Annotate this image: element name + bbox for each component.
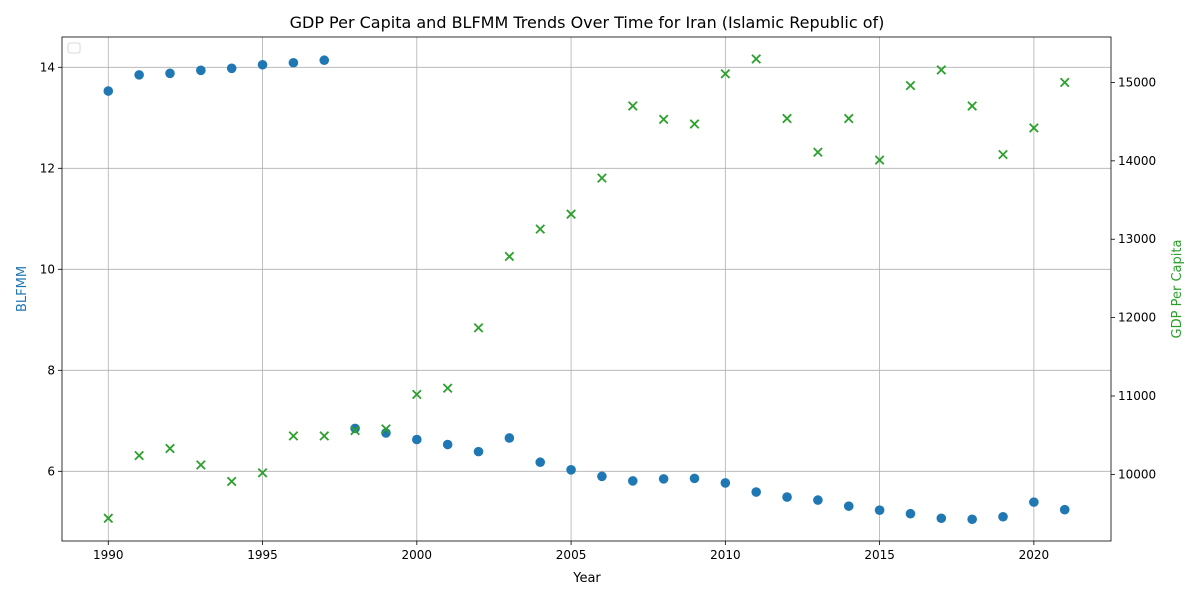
gdp-point (226, 476, 237, 487)
blfmm-point (1059, 504, 1070, 515)
blfmm-point (257, 59, 268, 70)
gdp-point (967, 101, 977, 111)
x-axis-title: Year (572, 571, 601, 586)
blfmm-point (751, 487, 761, 497)
legend-box (67, 42, 81, 54)
blfmm-point (134, 70, 144, 80)
gdp-point (319, 431, 330, 441)
blfmm-point (535, 457, 546, 468)
blfmm-point (720, 478, 731, 488)
x-tick-label: 2000 (402, 548, 433, 562)
gdp-point (134, 450, 144, 461)
y-right-tick-label: 15000 (1118, 75, 1156, 89)
gdp-point (381, 424, 391, 434)
blfmm-point (412, 434, 422, 445)
y-axis-right-title: GDP Per Capita (1170, 240, 1185, 339)
gdp-point (689, 119, 700, 129)
blfmm-point (1029, 497, 1039, 507)
blfmm-point (226, 63, 237, 74)
blfmm-point (103, 86, 114, 96)
blfmm-point (165, 68, 175, 79)
gdp-point (998, 149, 1008, 160)
y-right-tick-label: 11000 (1118, 389, 1156, 403)
blfmm-point (473, 446, 484, 457)
plot-frame (61, 36, 1112, 542)
gdp-point (843, 113, 854, 124)
blfmm-point (843, 501, 854, 511)
blfmm-point (597, 471, 607, 482)
blfmm-point (627, 476, 638, 486)
gdp-point (627, 101, 638, 111)
y-left-tick-label: 8 (47, 363, 55, 377)
x-tick-label: 1995 (247, 548, 278, 562)
gdp-point (535, 224, 546, 234)
blfmm-point (813, 495, 823, 505)
y-right-tick-label: 12000 (1118, 311, 1156, 325)
gdp-point (442, 383, 453, 393)
gdp-point (103, 513, 114, 524)
x-tick-label: 1990 (93, 548, 124, 562)
gdp-point (165, 443, 175, 454)
gdp-point (473, 322, 484, 333)
gdp-point (905, 80, 916, 91)
x-tick-label: 2015 (864, 548, 895, 562)
blfmm-point (998, 511, 1008, 522)
blfmm-point (782, 492, 792, 502)
gdp-point (782, 113, 792, 124)
marks-layer (103, 54, 1070, 525)
blfmm-point (658, 474, 669, 484)
gdp-point (1059, 77, 1070, 88)
y-axis-left-title: BLFMM (15, 266, 30, 312)
blfmm-point (689, 473, 700, 484)
x-tick-label: 2020 (1019, 548, 1050, 562)
y-right-tick-label: 14000 (1118, 154, 1156, 168)
gdp-point (257, 467, 268, 478)
blfmm-point (874, 505, 885, 515)
x-tick-label: 2010 (710, 548, 741, 562)
blfmm-point (566, 464, 576, 475)
gdp-point (566, 209, 576, 219)
gdp-point (288, 431, 299, 441)
gdp-point (936, 65, 947, 75)
gdp-point (597, 173, 607, 183)
blfmm-point (288, 57, 299, 68)
chart-title: GDP Per Capita and BLFMM Trends Over Tim… (290, 13, 885, 32)
y-left-tick-label: 14 (40, 60, 55, 74)
gdp-point (1029, 123, 1039, 133)
gdp-point (350, 425, 360, 436)
y-right-tick-label: 13000 (1118, 232, 1156, 246)
gdp-point (751, 54, 762, 64)
blfmm-point (967, 514, 977, 525)
y-right-tick-label: 10000 (1118, 467, 1156, 481)
blfmm-point (350, 423, 360, 434)
gdp-point (874, 155, 885, 165)
gdp-point (196, 460, 206, 470)
y-left-tick-label: 12 (40, 161, 55, 175)
x-tick-label: 2005 (556, 548, 587, 562)
blfmm-point (936, 513, 947, 524)
y-left-tick-label: 10 (40, 262, 55, 276)
gdp-point (813, 147, 823, 158)
blfmm-point (442, 439, 453, 450)
gdp-point (720, 69, 731, 79)
grid-layer (62, 37, 1111, 541)
y-left-tick-label: 6 (47, 464, 55, 478)
blfmm-point (196, 65, 206, 76)
ticks-layer: 1990 1995 2000 2005 2010 2015 2020 6 8 10 12 14 1000… (40, 60, 1156, 562)
gdp-point (658, 114, 669, 125)
blfmm-point (504, 433, 515, 443)
gdp-point (411, 389, 422, 400)
blfmm-point (905, 508, 916, 519)
gdp-point (504, 251, 515, 262)
blfmm-point (319, 55, 330, 66)
